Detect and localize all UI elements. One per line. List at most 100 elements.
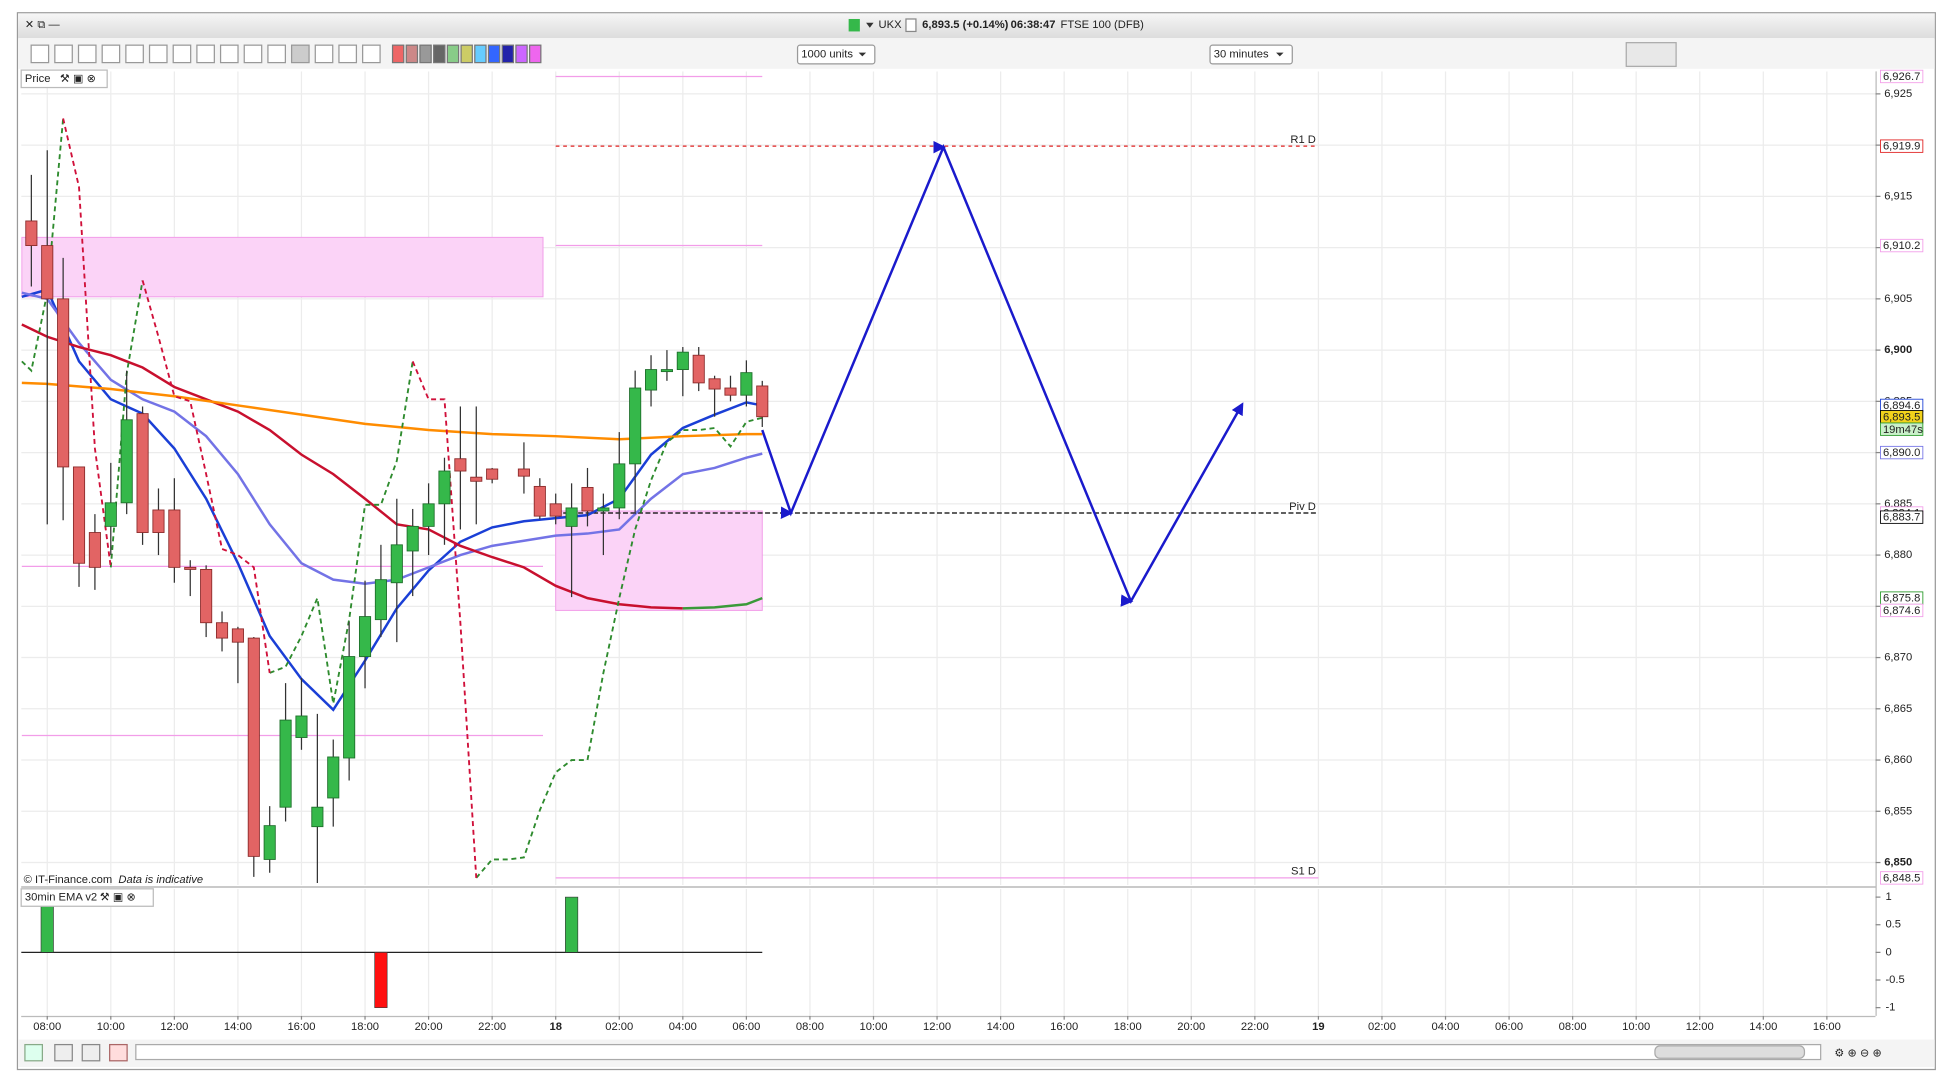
price-label-box — [1880, 510, 1924, 524]
level-label: Piv D — [1289, 501, 1316, 513]
color-swatch[interactable] — [529, 44, 542, 64]
x-tick-label: 19 — [1312, 1021, 1324, 1033]
price-label: 6,919.9 — [1883, 141, 1920, 153]
dropdown-arrow[interactable] — [858, 52, 867, 57]
color-swatch[interactable] — [405, 44, 419, 64]
tool-button[interactable] — [81, 1043, 101, 1062]
candle-body — [88, 532, 101, 568]
y-tick-label: 6,850 — [1884, 857, 1912, 869]
color-swatch[interactable] — [391, 44, 405, 64]
window-controls[interactable]: ✕ ⧉ — — [25, 19, 61, 31]
pane-title: Price — [25, 73, 51, 85]
color-swatch[interactable] — [501, 44, 515, 64]
tool-button[interactable] — [290, 44, 310, 64]
info-icon[interactable] — [905, 18, 917, 33]
candle-body — [136, 413, 149, 533]
color-swatch[interactable] — [487, 44, 501, 64]
price-label-box — [1880, 445, 1924, 460]
color-swatch[interactable] — [460, 44, 473, 64]
tool-button[interactable] — [338, 44, 358, 64]
indicator-line — [21, 381, 763, 441]
candle-body — [517, 468, 530, 477]
candle-body — [168, 509, 181, 568]
candle-body — [279, 719, 292, 808]
y-tick-label: -0.5 — [1885, 974, 1904, 986]
tool-button[interactable] — [77, 44, 97, 64]
x-tick-label: 04:00 — [1431, 1021, 1459, 1033]
disclaimer: Data is indicative — [118, 874, 203, 886]
color-swatch[interactable] — [446, 44, 460, 64]
y-tick-label: 6,860 — [1884, 754, 1912, 766]
tool-button[interactable] — [109, 1043, 128, 1062]
dropdown-arrow[interactable] — [866, 22, 874, 28]
scroll-thumb[interactable] — [1654, 1045, 1806, 1059]
tool-button[interactable] — [362, 44, 381, 64]
candle-body — [676, 351, 689, 371]
pane-label-box — [20, 888, 154, 907]
tool-button[interactable] — [101, 44, 121, 64]
tool-button[interactable] — [54, 44, 73, 64]
indicator-line — [62, 118, 112, 568]
tool-button[interactable] — [219, 44, 239, 64]
y-tick-label: 6,880 — [1884, 549, 1912, 561]
y-tick-label: 1 — [1885, 891, 1891, 903]
tool-button[interactable] — [148, 44, 168, 64]
tool-button[interactable] — [196, 44, 215, 64]
interval-dropdown[interactable] — [1209, 44, 1293, 65]
tool-button[interactable] — [54, 1043, 73, 1062]
y-tick-label: 0.5 — [1885, 919, 1901, 931]
candle-body — [422, 503, 435, 527]
indicator-pane — [21, 888, 1828, 1016]
color-swatch[interactable] — [433, 44, 446, 64]
tool-button[interactable] — [172, 44, 192, 64]
candle-body — [295, 715, 308, 738]
y-tick-label: 6,900 — [1884, 344, 1912, 356]
candle-body — [120, 419, 133, 504]
candle-body — [263, 825, 276, 860]
y-tick-label: 6,925 — [1884, 88, 1912, 100]
candle-body — [581, 486, 594, 512]
x-tick-label: 18 — [549, 1021, 561, 1033]
tool-button[interactable] — [243, 44, 263, 64]
x-tick-label: 06:00 — [732, 1021, 760, 1033]
tool-button[interactable] — [125, 44, 144, 64]
copyright: © IT-Finance.com — [24, 874, 113, 886]
candle-body — [104, 502, 117, 527]
dropdown-arrow[interactable] — [1276, 52, 1284, 57]
tool-button[interactable] — [314, 44, 334, 64]
y-tick-label: 6,915 — [1884, 190, 1912, 202]
candle-body — [343, 656, 356, 759]
x-tick-label: 22:00 — [1241, 1021, 1269, 1033]
candle-body — [645, 369, 658, 391]
price-label: 6,848.5 — [1883, 873, 1920, 885]
tool-button[interactable] — [30, 44, 50, 64]
candle-body — [25, 220, 38, 246]
title-bar — [18, 13, 1935, 39]
chart-type-button[interactable] — [1625, 42, 1677, 67]
price-label: 6,894.6 — [1883, 400, 1920, 412]
x-tick-label: 12:00 — [1686, 1021, 1714, 1033]
color-swatch[interactable] — [419, 44, 432, 64]
candle-body — [152, 509, 165, 533]
indicator-line — [21, 118, 65, 373]
tool-button[interactable] — [24, 1043, 43, 1062]
units-dropdown[interactable] — [796, 44, 876, 65]
pane-icons[interactable]: ⚒ ▣ ⊗ — [100, 892, 136, 904]
x-tick-label: 08:00 — [796, 1021, 824, 1033]
scrollbar[interactable] — [135, 1043, 1822, 1061]
candle-body — [215, 622, 229, 639]
zoom-controls[interactable]: ⚙ ⊕ ⊖ ⊕ — [1834, 1047, 1882, 1059]
price-label-box — [1880, 139, 1924, 153]
color-swatch[interactable] — [474, 44, 487, 64]
x-tick-label: 16:00 — [287, 1021, 315, 1033]
x-tick-label: 10:00 — [1622, 1021, 1650, 1033]
tool-button[interactable] — [267, 44, 286, 64]
color-swatch[interactable] — [515, 44, 528, 64]
price-label-box — [1880, 69, 1924, 84]
level-label: S1 D — [1291, 866, 1316, 878]
pane-icons[interactable]: ⚒ ▣ ⊗ — [60, 73, 96, 85]
candle-body — [327, 756, 340, 799]
level-label: R1 D — [1290, 134, 1316, 146]
candle-body — [692, 354, 705, 384]
x-tick-label: 12:00 — [160, 1021, 188, 1033]
